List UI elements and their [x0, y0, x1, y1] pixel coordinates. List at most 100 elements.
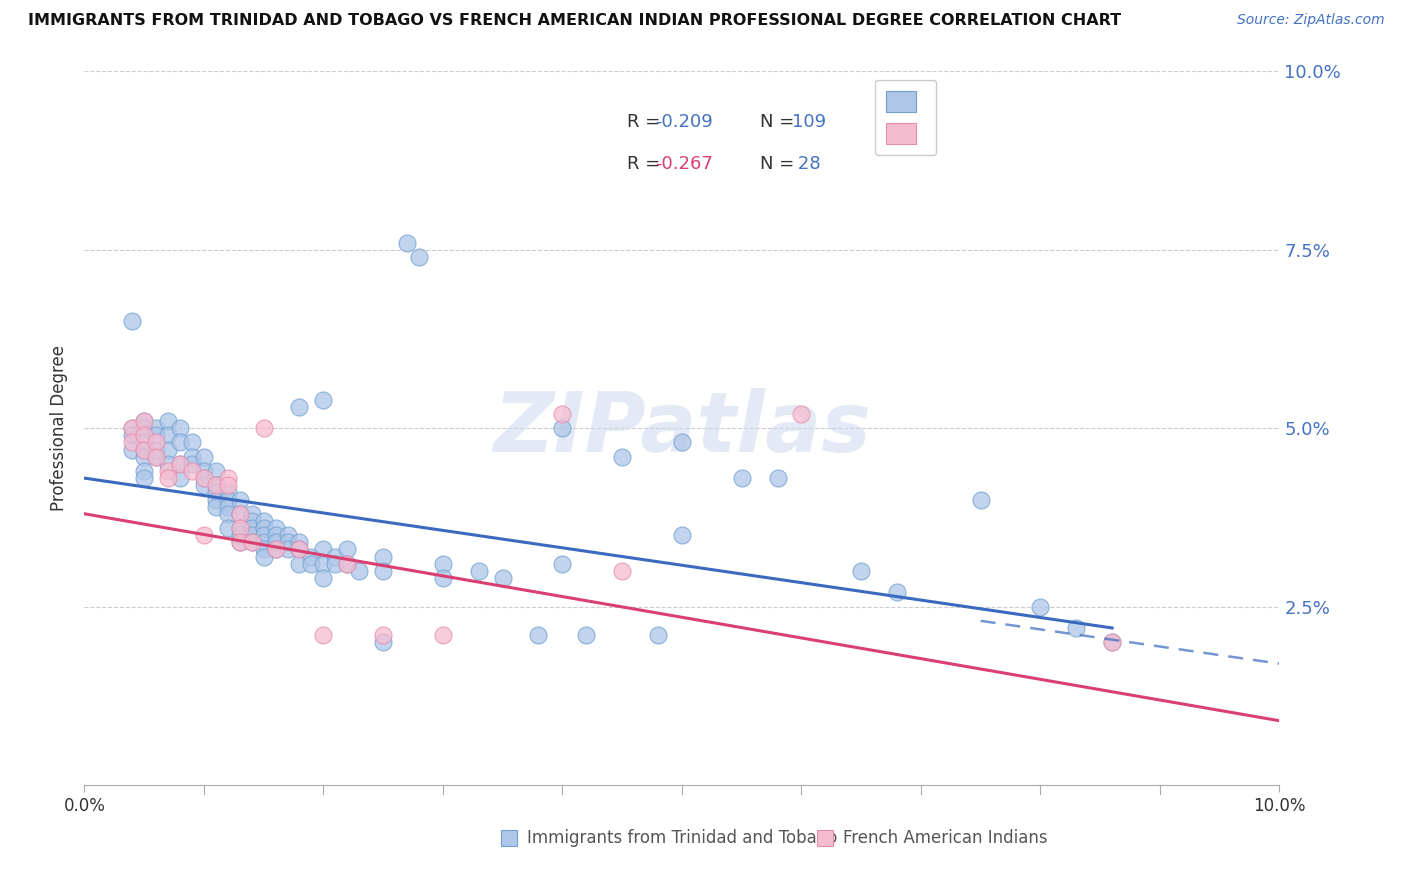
Point [325, 549, 347, 564]
Point [132, 464, 156, 478]
Point [253, 528, 276, 542]
Point [373, 635, 395, 649]
Point [551, 421, 574, 435]
Point [157, 442, 180, 457]
Point [132, 435, 156, 450]
Point [205, 478, 228, 492]
Point [240, 521, 263, 535]
Point [205, 485, 228, 500]
Point [228, 507, 252, 521]
Point [217, 500, 239, 514]
Point [288, 557, 311, 571]
Point [277, 542, 299, 557]
Point [551, 557, 574, 571]
Point [217, 478, 239, 492]
Point [228, 535, 252, 549]
Point [228, 528, 252, 542]
Point [228, 507, 252, 521]
Point [1101, 635, 1123, 649]
Point [312, 628, 335, 642]
Point [181, 457, 204, 471]
Point [132, 428, 156, 442]
Point [970, 492, 993, 507]
Point [169, 471, 191, 485]
Point [312, 571, 335, 585]
Point [790, 407, 813, 421]
Point [301, 557, 323, 571]
Point [145, 428, 167, 442]
Point [145, 450, 167, 464]
Point [647, 628, 669, 642]
Point [145, 435, 167, 450]
Point [228, 535, 252, 549]
Point [157, 414, 180, 428]
Point [217, 492, 239, 507]
Point [193, 464, 215, 478]
Point [145, 450, 167, 464]
Point [1066, 621, 1088, 635]
Text: R =: R = [627, 155, 666, 173]
Point [851, 564, 873, 578]
Point [349, 564, 371, 578]
Point [264, 535, 287, 549]
Point [468, 564, 491, 578]
Text: Source: ZipAtlas.com: Source: ZipAtlas.com [1237, 13, 1385, 28]
Text: 28: 28 [792, 155, 821, 173]
Point [1029, 599, 1052, 614]
Text: -0.267: -0.267 [655, 155, 713, 173]
Point [240, 528, 263, 542]
Point [240, 514, 263, 528]
Point [181, 464, 204, 478]
Text: ZIPatlas: ZIPatlas [494, 388, 870, 468]
Point [886, 585, 908, 599]
Point [121, 442, 143, 457]
Point [910, 128, 932, 143]
Point [288, 542, 311, 557]
Point [336, 557, 359, 571]
Point [408, 250, 430, 264]
Point [205, 500, 228, 514]
Point [181, 450, 204, 464]
Point [612, 450, 634, 464]
Text: Immigrants from Trinidad and Tobago: Immigrants from Trinidad and Tobago [527, 830, 837, 847]
Y-axis label: Professional Degree: Professional Degree [51, 345, 69, 511]
Point [205, 478, 228, 492]
Point [169, 457, 191, 471]
Point [575, 628, 598, 642]
Point [312, 392, 335, 407]
Point [121, 421, 143, 435]
Text: N =: N = [759, 112, 800, 131]
Point [240, 535, 263, 549]
Point [396, 235, 419, 250]
Point [432, 557, 454, 571]
Point [181, 435, 204, 450]
Point [121, 421, 143, 435]
Point [132, 421, 156, 435]
Point [157, 428, 180, 442]
Point [325, 557, 347, 571]
Point [217, 471, 239, 485]
Point [264, 528, 287, 542]
Point [121, 435, 143, 450]
Point [193, 471, 215, 485]
Point [132, 442, 156, 457]
Point [240, 507, 263, 521]
Point [240, 535, 263, 549]
Point [132, 450, 156, 464]
Point [1101, 635, 1123, 649]
Point [253, 514, 276, 528]
Point [217, 485, 239, 500]
Point [253, 421, 276, 435]
Point [145, 421, 167, 435]
Point [312, 557, 335, 571]
Point [288, 400, 311, 414]
Text: French American Indians: French American Indians [844, 830, 1047, 847]
Point [169, 457, 191, 471]
Point [193, 478, 215, 492]
Point [217, 507, 239, 521]
Point [132, 414, 156, 428]
Point [264, 521, 287, 535]
Point [169, 421, 191, 435]
Text: IMMIGRANTS FROM TRINIDAD AND TOBAGO VS FRENCH AMERICAN INDIAN PROFESSIONAL DEGRE: IMMIGRANTS FROM TRINIDAD AND TOBAGO VS F… [28, 13, 1121, 29]
Point [157, 471, 180, 485]
